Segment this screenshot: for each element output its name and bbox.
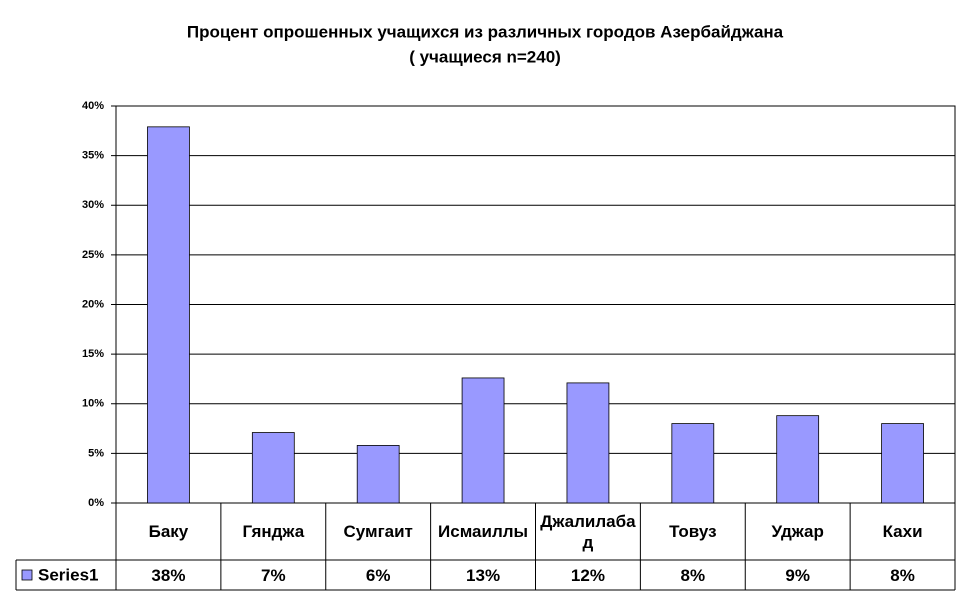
x-tick-label: Джалилабад [540,511,636,552]
bar [881,423,924,504]
y-tick-label: 0% [88,497,104,509]
bar [461,377,505,504]
legend-swatch [21,569,33,581]
y-tick-label: 20% [82,298,104,310]
data-table-value: 8% [890,565,915,585]
data-table-value: 13% [466,565,501,585]
x-tick-label: Сумгаит [343,522,413,541]
x-tick-label: Исмаиллы [438,522,529,541]
y-tick-label: 5% [88,447,104,459]
data-table-value: 12% [570,565,605,585]
x-tick-label: Товуз [669,522,717,541]
y-tick-label: 40% [82,100,104,112]
y-tick-label: 35% [82,150,104,162]
data-table-value: 38% [151,565,186,585]
x-tick-label: Кахи [882,522,923,541]
bar [356,445,400,504]
x-tick-label: Баку [148,522,189,541]
x-tick-label: Гянджа [242,522,305,541]
bar [566,382,610,504]
data-table-value: 8% [680,565,706,585]
bar [251,432,295,504]
bar [147,126,190,504]
bar [671,423,715,504]
data-table-value: 7% [261,565,286,585]
y-tick-label: 10% [82,398,104,410]
data-table-value: 6% [365,565,391,585]
chart-subtitle: ( учащиеся n=240) [409,47,561,66]
y-tick-label: 30% [82,199,104,211]
bar [776,415,820,504]
data-table-value: 9% [785,565,810,585]
chart-title: Процент опрошенных учащихся из различных… [187,22,784,41]
y-tick-label: 15% [82,348,104,360]
legend-label: Series1 [38,565,99,584]
y-tick-label: 25% [82,249,104,261]
x-tick-label: Уджар [771,522,824,541]
